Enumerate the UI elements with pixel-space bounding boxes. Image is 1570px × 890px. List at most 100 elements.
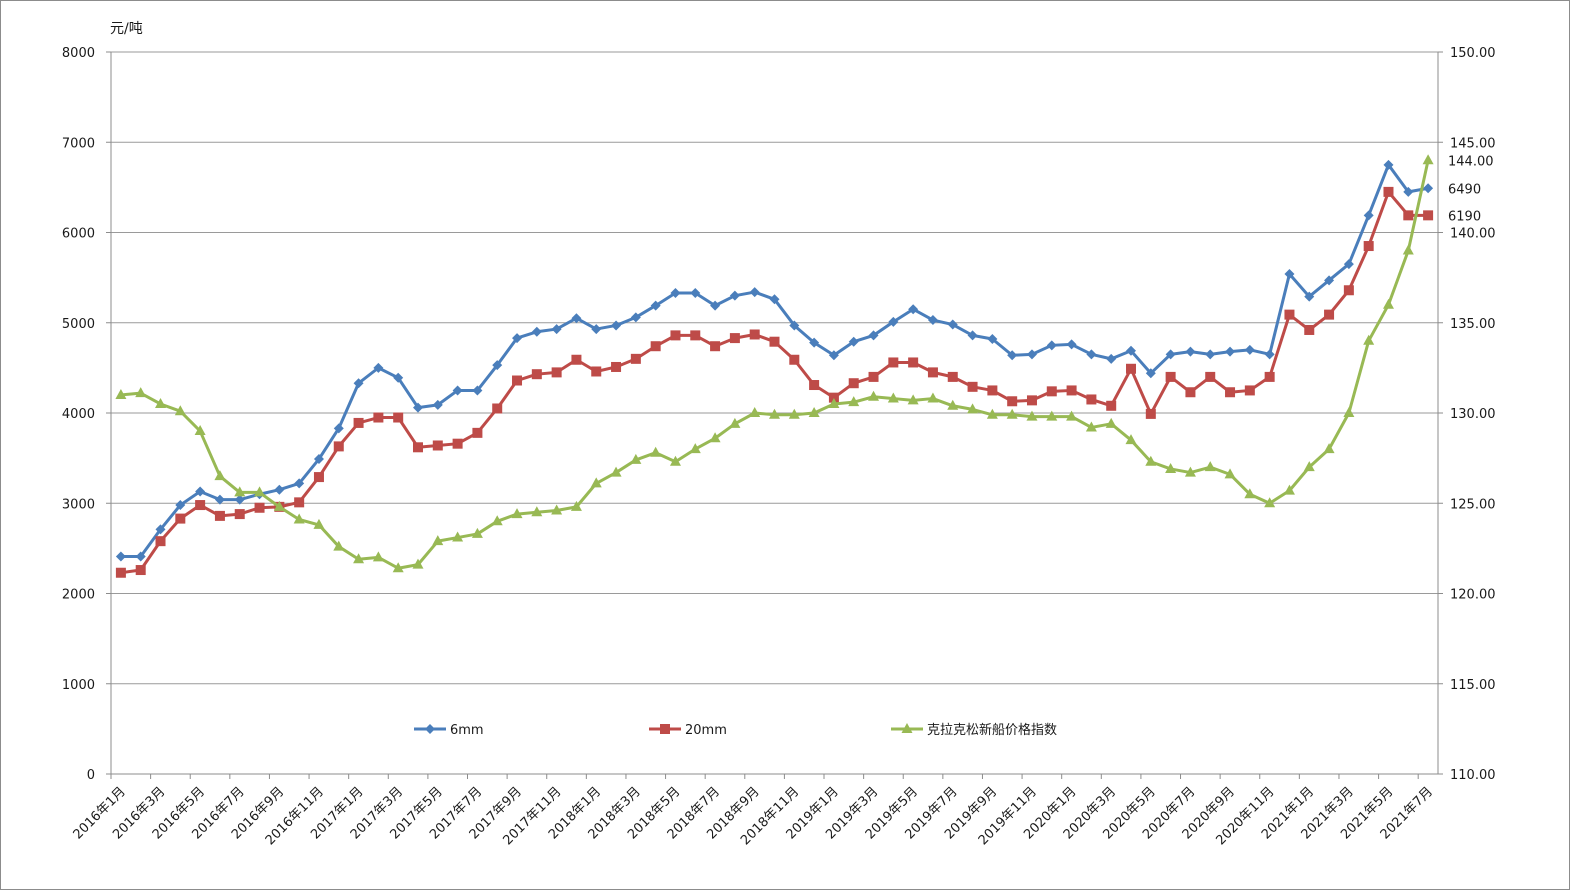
square-marker <box>1264 371 1275 382</box>
diamond-marker <box>492 360 503 371</box>
diamond-marker <box>432 399 443 410</box>
diamond-marker <box>551 324 562 335</box>
square-marker <box>432 440 443 451</box>
square-marker <box>1185 387 1196 398</box>
square-marker <box>1324 309 1335 320</box>
square-marker <box>234 509 245 520</box>
triangle-marker <box>868 390 880 401</box>
triangle-marker <box>273 500 285 511</box>
square-marker <box>294 497 305 508</box>
diamond-marker <box>868 330 879 341</box>
square-marker <box>908 357 919 368</box>
square-marker <box>729 333 740 344</box>
square-marker <box>531 369 542 380</box>
diamond-marker <box>175 500 186 511</box>
triangle-marker <box>788 408 800 419</box>
diamond-marker <box>115 551 126 562</box>
square-marker <box>1284 309 1295 320</box>
left-tick-label: 5000 <box>62 317 95 332</box>
square-marker <box>195 500 206 511</box>
diamond-marker <box>531 326 542 337</box>
diamond-marker <box>571 313 582 324</box>
triangle-marker <box>967 403 979 414</box>
legend-label: 克拉克松新船价格指数 <box>927 722 1057 738</box>
diamond-marker <box>1244 344 1255 355</box>
triangle-marker <box>1066 410 1078 421</box>
diamond-marker <box>1066 339 1077 350</box>
right-tick-label: 145.00 <box>1450 136 1496 151</box>
series-triangle <box>115 154 1434 573</box>
triangle-marker <box>808 407 820 417</box>
triangle-marker <box>313 518 325 529</box>
diamond-marker <box>848 336 859 347</box>
square-marker <box>1403 210 1414 221</box>
square-marker <box>1363 241 1374 252</box>
square-marker <box>848 378 859 389</box>
square-marker <box>690 330 701 341</box>
triangle-marker <box>1422 154 1434 165</box>
square-marker <box>1066 385 1077 396</box>
triangle-marker <box>610 466 622 477</box>
diamond-marker <box>888 316 899 327</box>
square-marker <box>571 354 582 365</box>
left-tick-label: 2000 <box>62 588 95 603</box>
square-marker <box>155 536 166 547</box>
diamond-marker <box>214 494 225 505</box>
square-marker <box>749 329 760 340</box>
diamond-marker <box>987 333 998 344</box>
square-marker <box>769 336 780 347</box>
series-group <box>115 154 1434 578</box>
square-marker <box>1007 396 1018 407</box>
triangle-marker <box>769 408 780 419</box>
triangle-marker <box>1145 455 1157 466</box>
left-tick-label: 0 <box>87 768 95 783</box>
triangle-marker <box>1402 244 1414 255</box>
triangle-marker <box>1264 497 1276 508</box>
diamond-marker <box>670 287 681 298</box>
triangle-marker <box>848 396 860 407</box>
triangle-marker <box>333 540 345 551</box>
left-tick-label: 6000 <box>62 227 95 242</box>
square-marker <box>1145 408 1156 419</box>
diamond-marker <box>729 290 740 301</box>
square-marker <box>333 441 344 452</box>
diamond-marker <box>809 337 820 348</box>
triangle-marker <box>471 527 483 538</box>
triangle-marker <box>155 397 167 408</box>
triangle-marker <box>1204 461 1216 472</box>
triangle-marker <box>392 562 404 573</box>
square-marker <box>1126 363 1137 374</box>
diamond-marker <box>135 551 146 562</box>
triangle-marker <box>511 508 523 519</box>
square-marker <box>710 341 721 352</box>
series-line <box>120 159 1430 570</box>
right-tick-label: 150.00 <box>1450 46 1496 61</box>
diamond-marker <box>1383 159 1394 170</box>
diamond-marker <box>630 312 641 323</box>
square-marker <box>1046 386 1057 397</box>
diamond-marker <box>1185 346 1196 357</box>
square-marker <box>1026 395 1037 406</box>
triangle-marker <box>551 504 563 515</box>
square-marker <box>412 442 423 453</box>
triangle-marker <box>709 432 721 443</box>
square-marker <box>135 565 146 576</box>
square-marker <box>452 438 463 449</box>
diamond-marker <box>1205 349 1216 360</box>
diamond-marker <box>1363 210 1374 221</box>
triangle-marker <box>293 513 305 524</box>
square-marker <box>650 341 661 352</box>
square-marker <box>828 392 839 403</box>
square-marker <box>868 371 879 382</box>
triangle-marker <box>1303 461 1315 472</box>
triangle-marker <box>828 397 840 408</box>
triangle-marker <box>630 453 642 464</box>
triangle-marker <box>1244 488 1256 499</box>
triangle-marker <box>194 425 206 436</box>
triangle-marker <box>1283 484 1295 495</box>
diamond-marker <box>1086 349 1097 360</box>
triangle-marker <box>452 531 464 542</box>
square-marker <box>967 381 978 392</box>
grid-lines <box>111 51 1438 685</box>
square-marker <box>254 502 265 513</box>
